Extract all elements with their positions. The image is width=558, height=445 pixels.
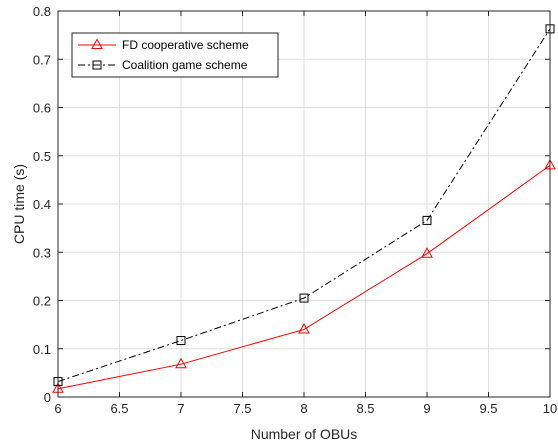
axis-ticks: 6 6.5 7 7.5 8 8.5 9 9.5 10 0 0.1 0.2 0.3 0.4 0.5 0.6 0.7…	[33, 4, 557, 416]
y-tick-label: 0	[44, 390, 51, 405]
y-axis-label: CPU time (s)	[11, 164, 27, 244]
x-tick-label: 6.5	[110, 401, 128, 416]
legend-box	[71, 32, 279, 78]
x-tick-label: 9.5	[479, 401, 497, 416]
y-tick-label: 0.8	[33, 4, 51, 19]
y-tick-label: 0.5	[33, 149, 51, 164]
x-tick-label: 7	[177, 401, 184, 416]
legend-marker	[92, 60, 102, 70]
x-tick-label: 6	[54, 401, 61, 416]
x-tick-label: 10	[543, 401, 557, 416]
data-point	[421, 247, 433, 258]
y-tick-label: 0.6	[33, 101, 51, 116]
data-point	[176, 336, 186, 346]
data-point	[422, 215, 432, 225]
y-tick-label: 0.3	[33, 245, 51, 260]
series-line	[57, 28, 551, 383]
x-tick-label: 8.5	[356, 401, 374, 416]
y-tick-label: 0.1	[33, 342, 51, 357]
y-tick-label: 0.2	[33, 294, 51, 309]
x-tick-label: 9	[423, 401, 430, 416]
y-tick-label: 0.4	[33, 197, 51, 212]
series-line	[57, 164, 551, 390]
x-tick-label: 7.5	[233, 401, 251, 416]
data-point	[175, 357, 187, 369]
data-point	[298, 322, 310, 334]
legend-entry-label: FD cooperative scheme	[122, 38, 249, 52]
x-axis-label: Number of OBUs	[251, 426, 358, 442]
x-tick-label: 8	[300, 401, 307, 416]
legend-marker	[91, 38, 103, 49]
legend: FD cooperative scheme Coalition game sche…	[71, 32, 279, 78]
legend-entry-label: Coalition game scheme	[122, 58, 248, 72]
y-tick-label: 0.7	[33, 52, 51, 67]
data-point	[299, 293, 309, 303]
